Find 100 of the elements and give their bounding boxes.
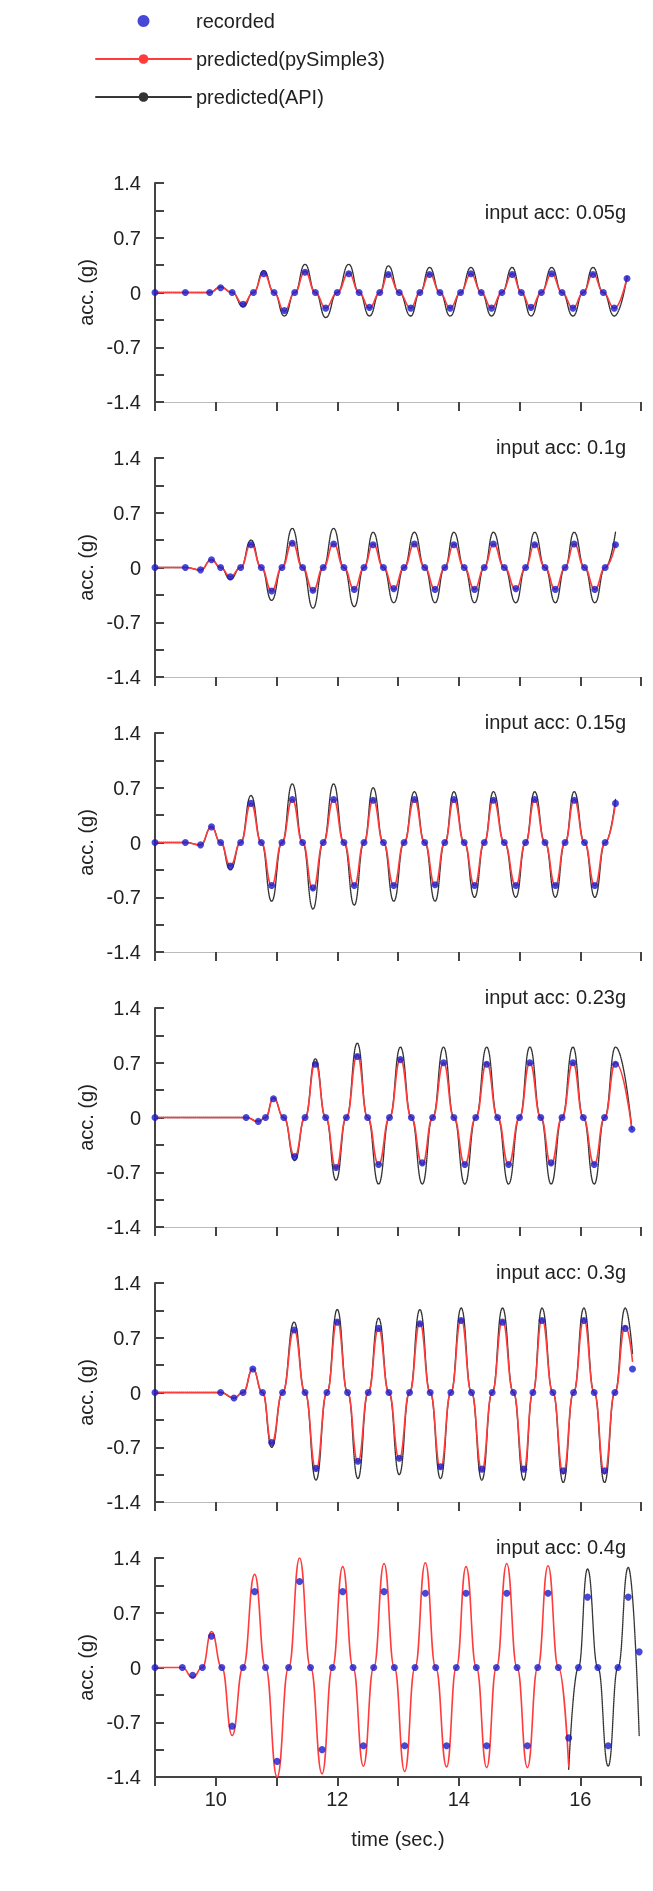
- point: [529, 1389, 537, 1396]
- y-tick-label: -1.4: [106, 1766, 141, 1788]
- y-axis-title: acc. (g): [74, 1359, 97, 1426]
- point: [226, 573, 234, 581]
- y-tick-label: -0.7: [106, 336, 141, 359]
- point: [421, 1589, 429, 1597]
- point: [323, 1389, 331, 1396]
- point: [635, 1648, 643, 1656]
- point: [208, 1632, 215, 1640]
- point: [291, 1153, 299, 1161]
- point: [601, 1467, 609, 1475]
- point: [537, 289, 545, 296]
- point: [197, 566, 205, 574]
- point: [401, 1742, 409, 1750]
- point: [237, 839, 245, 846]
- point: [411, 1664, 419, 1671]
- point: [594, 1664, 602, 1671]
- point: [478, 1465, 486, 1473]
- point: [436, 289, 444, 296]
- point: [400, 564, 408, 571]
- point: [500, 839, 508, 846]
- y-tick-label: -1.4: [106, 666, 141, 688]
- point: [226, 862, 234, 870]
- point: [488, 1389, 496, 1396]
- point: [437, 1463, 445, 1471]
- point: [218, 1664, 226, 1671]
- point: [421, 564, 429, 571]
- point: [623, 274, 631, 282]
- point: [355, 289, 363, 296]
- y-tick-label: 1.4: [113, 172, 141, 194]
- point: [611, 799, 619, 807]
- point: [386, 1114, 393, 1121]
- point: [151, 564, 159, 571]
- y-tick-label: 0.7: [113, 501, 141, 524]
- point: [257, 839, 265, 846]
- point: [460, 839, 468, 846]
- point: [181, 839, 189, 846]
- point: [538, 1317, 546, 1325]
- point: [330, 795, 338, 803]
- y-tick-label: -1.4: [106, 1491, 141, 1513]
- point: [561, 839, 569, 846]
- point: [375, 1160, 383, 1168]
- point: [181, 564, 189, 571]
- point: [601, 1114, 609, 1121]
- y-tick-label: -1.4: [106, 391, 141, 413]
- point: [390, 585, 398, 593]
- x-tick-label: 12: [326, 1788, 349, 1810]
- point: [340, 839, 348, 846]
- y-tick-label: -0.7: [106, 1161, 141, 1184]
- point: [217, 839, 225, 846]
- point: [610, 304, 618, 312]
- point: [384, 271, 392, 279]
- point: [544, 1589, 552, 1597]
- point: [349, 1664, 357, 1671]
- point: [330, 540, 338, 548]
- point: [565, 1734, 573, 1742]
- point: [247, 799, 255, 807]
- point: [624, 1593, 632, 1601]
- point: [450, 541, 458, 549]
- point: [197, 841, 205, 849]
- point: [385, 1389, 393, 1396]
- point: [416, 1320, 424, 1328]
- point: [611, 1060, 619, 1068]
- point: [379, 564, 387, 571]
- point: [251, 1588, 259, 1596]
- point: [309, 586, 317, 594]
- point: [239, 1389, 247, 1396]
- point: [512, 585, 520, 593]
- point: [370, 1664, 378, 1671]
- point: [498, 289, 506, 296]
- point: [558, 289, 566, 296]
- point: [480, 564, 488, 571]
- point: [354, 1457, 362, 1465]
- point: [299, 839, 307, 846]
- y-tick-label: 0.7: [113, 1601, 141, 1624]
- point: [217, 1389, 225, 1396]
- point: [534, 1664, 542, 1671]
- point: [432, 1664, 440, 1671]
- point: [471, 882, 479, 890]
- point: [268, 1439, 276, 1447]
- point: [181, 289, 189, 296]
- point: [441, 839, 449, 846]
- point: [198, 1664, 206, 1671]
- point: [350, 882, 358, 890]
- point: [614, 1664, 622, 1671]
- point: [410, 540, 418, 548]
- point: [509, 1389, 517, 1396]
- point: [376, 289, 384, 296]
- point: [611, 541, 619, 549]
- point: [249, 289, 257, 296]
- point: [584, 1593, 592, 1601]
- point: [268, 882, 276, 890]
- point: [489, 540, 497, 548]
- y-axis-title: acc. (g): [74, 534, 97, 601]
- point: [548, 270, 556, 278]
- point: [333, 289, 341, 296]
- point: [520, 1465, 528, 1473]
- point: [599, 289, 607, 296]
- point: [322, 304, 330, 312]
- point: [418, 1159, 426, 1167]
